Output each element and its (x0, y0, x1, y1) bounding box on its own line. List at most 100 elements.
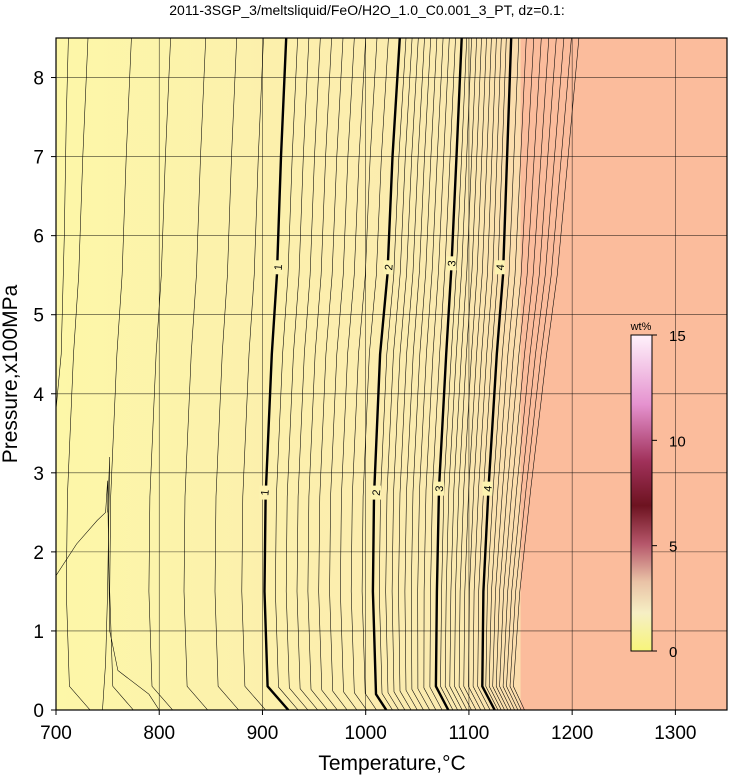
y-tick-label: 5 (33, 306, 44, 327)
thin-contour-line (411, 38, 438, 710)
contour-label: 3 (434, 485, 446, 492)
thin-contour-line (477, 38, 507, 710)
x-tick-label: 900 (247, 723, 279, 744)
thin-contour-line (513, 38, 580, 710)
contour-label: 1 (259, 489, 271, 496)
thin-contour-line (440, 38, 467, 710)
thin-contour-line (275, 38, 299, 710)
thin-contour-line (329, 38, 355, 710)
thin-contour-line (318, 38, 344, 710)
x-tick-label: 1300 (654, 723, 696, 744)
contour-label: 4 (495, 264, 507, 271)
contour-label: 2 (383, 264, 395, 271)
chart-title: 2011-3SGP_3/meltsliquid/FeO/H2O_1.0_C0.0… (169, 2, 564, 18)
thin-contour-line (423, 38, 450, 710)
x-axis-label: Temperature,°C (318, 752, 465, 775)
colorbar: wt% 0 5 10 15 (630, 321, 686, 661)
thin-contour-line (285, 38, 310, 710)
contour-label: 3 (446, 260, 458, 267)
thin-contour-line (361, 38, 389, 710)
y-tick-label: 4 (33, 385, 44, 406)
thin-contour-line (468, 38, 497, 710)
colorbar-gradient (630, 334, 653, 652)
contour-line-3 (434, 38, 463, 710)
thin-contour-line (379, 38, 407, 710)
contour-line-4 (481, 38, 513, 710)
colorbar-tick-label: 15 (669, 328, 686, 345)
thin-contour-line (429, 38, 456, 710)
labeled-contour-lines (263, 38, 513, 710)
thin-contour-line (495, 38, 542, 710)
thin-contour-line (385, 38, 413, 710)
colorbar-tick-label: 10 (669, 433, 686, 450)
y-tick-label: 3 (33, 464, 44, 485)
y-axis: 0 1 2 3 4 5 6 7 8 (33, 69, 56, 722)
thin-contour-line (492, 38, 535, 710)
contour-label-bg (482, 481, 493, 496)
contour-label: 1 (273, 264, 285, 271)
contour-label-bg (446, 256, 457, 271)
x-axis: 700 800 900 1000 1100 1200 1300 (40, 710, 697, 744)
contour-label-bg (383, 260, 394, 275)
colorbar-tick-label: 5 (669, 539, 677, 556)
thin-contour-line (444, 38, 472, 710)
thin-contour-line (404, 38, 431, 710)
thin-contour-line (499, 38, 550, 710)
thin-contour-line (109, 38, 134, 710)
y-tick-label: 0 (33, 701, 44, 722)
y-tick-label: 7 (33, 148, 44, 169)
contour-label: 4 (482, 485, 494, 492)
thin-contour-line (214, 38, 239, 710)
y-tick-label: 6 (33, 227, 44, 248)
thin-contour-line (102, 456, 110, 710)
thin-contour-line (449, 38, 477, 710)
contour-label-bg (433, 481, 444, 496)
contour-label-bg (272, 260, 283, 275)
contour-line-2 (371, 38, 401, 710)
high-fill-region (520, 38, 727, 710)
thin-contour-line (340, 38, 366, 710)
thin-contour-line (485, 38, 520, 710)
thin-contour-line (506, 38, 565, 710)
thin-contour-line (458, 38, 487, 710)
thin-contour-line (488, 38, 527, 710)
thin-contour-line (66, 38, 91, 710)
y-axis-label: Pressure,x100MPa (0, 284, 22, 463)
x-tick-label: 700 (40, 723, 72, 744)
plot-frame (55, 37, 728, 711)
thin-contour-line (56, 480, 160, 710)
thin-contour-line (417, 38, 444, 710)
contour-label-bg (371, 485, 382, 500)
y-tick-label: 1 (33, 622, 44, 643)
contour-label-bg (259, 485, 270, 500)
contour-label: 2 (371, 489, 383, 496)
thin-contour-line (19, 38, 43, 710)
plot-area: 1 1 2 2 3 3 4 4 (19, 37, 728, 711)
thin-contour-line (502, 38, 557, 710)
x-tick-label: 1000 (345, 723, 387, 744)
thin-contour-line (398, 38, 425, 710)
thin-contour-line (296, 38, 321, 710)
y-tick-label: 8 (33, 69, 44, 90)
contour-labels: 1 1 2 2 3 3 4 4 (259, 256, 507, 500)
thin-contour-line (241, 38, 266, 710)
thin-contour-line (350, 38, 378, 710)
thin-contour-line (391, 38, 419, 710)
x-tick-label: 1200 (551, 723, 593, 744)
thin-contour-line (472, 38, 502, 710)
thin-contour-line (148, 38, 173, 710)
thin-contour-line (307, 38, 332, 710)
thin-contour-lines (19, 38, 580, 710)
colorbar-tick-label: 0 (669, 644, 677, 661)
x-tick-label: 800 (143, 723, 175, 744)
thin-contour-line (454, 38, 482, 710)
contour-line-1 (263, 38, 290, 710)
thin-contour-line (509, 38, 572, 710)
thin-contour-line (463, 38, 492, 710)
y-tick-label: 2 (33, 543, 44, 564)
colorbar-unit-label: wt% (630, 321, 652, 333)
x-tick-label: 1100 (448, 723, 489, 744)
thin-contour-line (183, 38, 208, 710)
colorbar-ticks: 0 5 10 15 (652, 328, 686, 661)
